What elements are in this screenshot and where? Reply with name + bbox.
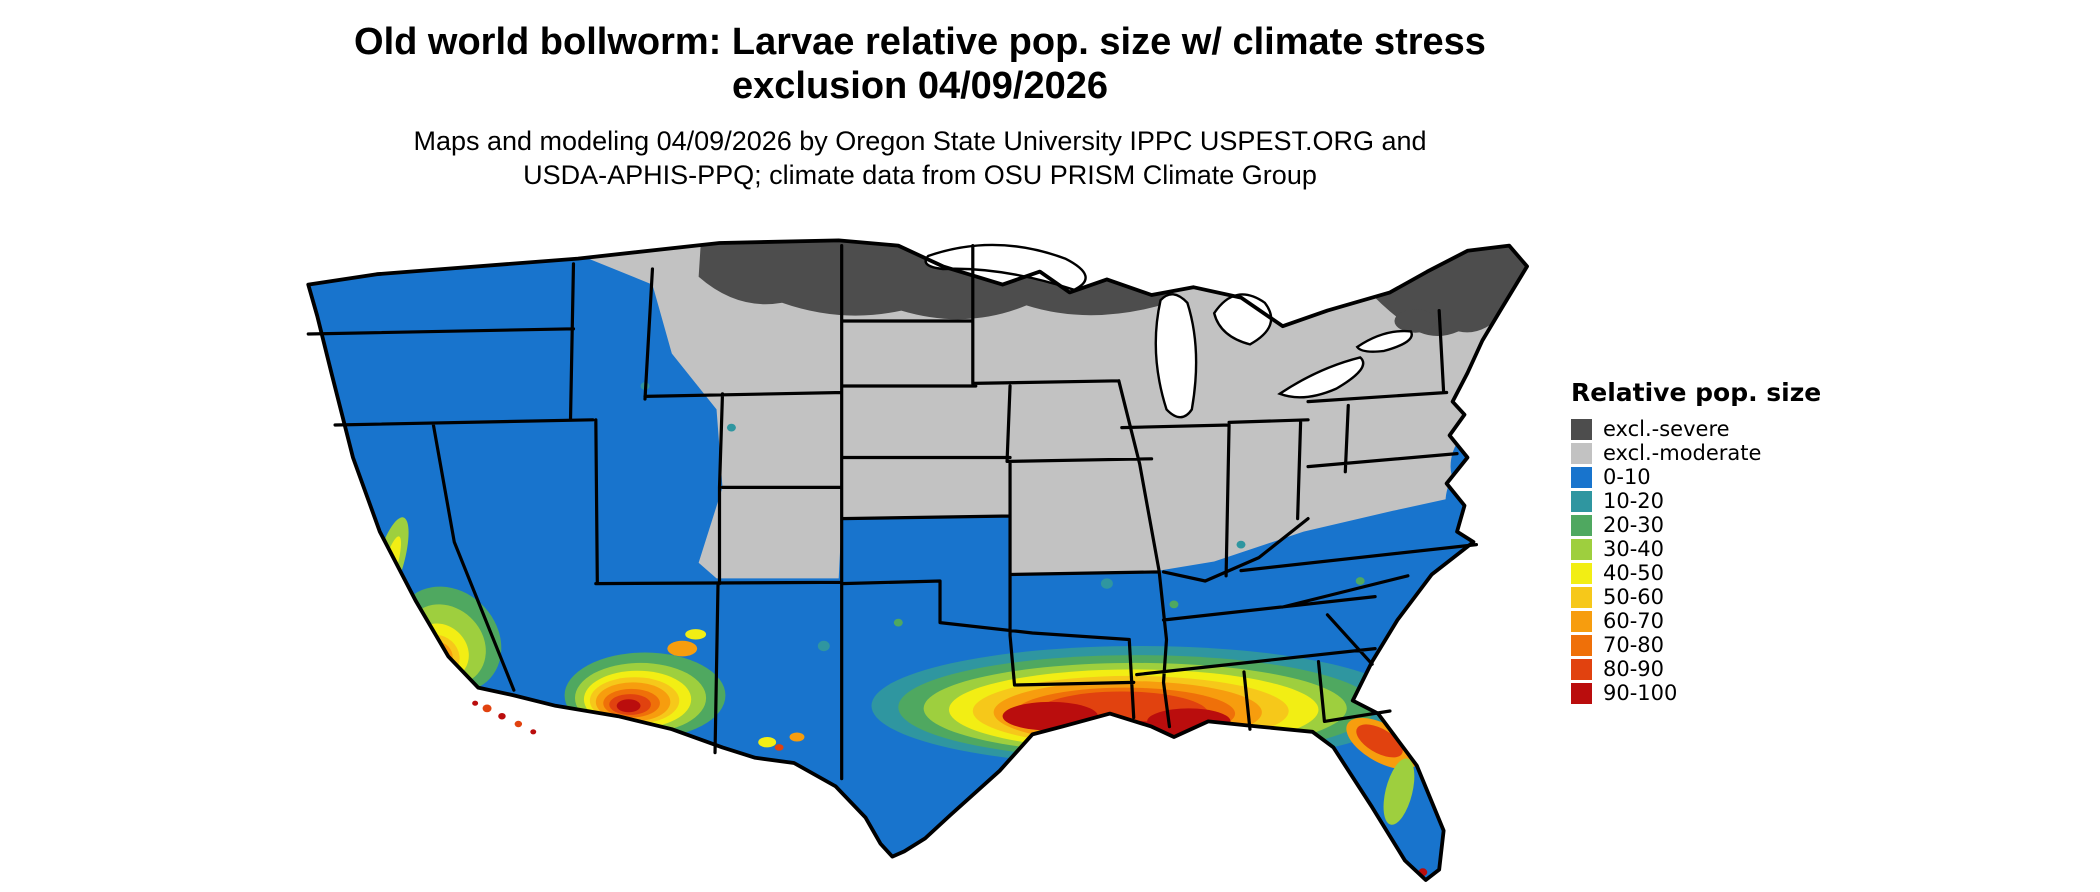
legend-item: 50-60 — [1571, 587, 1821, 608]
legend-swatch — [1571, 659, 1592, 680]
legend-swatch — [1571, 683, 1592, 704]
page-title-line2: exclusion 04/09/2026 — [731, 65, 1109, 107]
mexico-border-specks — [472, 700, 537, 735]
legend-label: 20-30 — [1603, 513, 1665, 537]
legend-label: 0-10 — [1603, 465, 1651, 489]
hotspot-florida — [1346, 717, 1436, 880]
legend-item: 20-30 — [1571, 515, 1821, 536]
legend-swatch — [1571, 443, 1592, 464]
legend-label: 30-40 — [1603, 537, 1665, 561]
legend-swatch — [1571, 539, 1592, 560]
us-outline — [308, 240, 1527, 880]
legend-item: 60-70 — [1571, 611, 1821, 632]
legend-swatch — [1571, 515, 1592, 536]
legend-swatch — [1571, 563, 1592, 584]
figure-header: Old world bollworm: Larvae relative pop.… — [0, 20, 1840, 192]
legend-swatch — [1571, 491, 1592, 512]
state-borders — [308, 246, 1476, 779]
legend-label: excl.-moderate — [1603, 441, 1762, 465]
legend-title: Relative pop. size — [1571, 378, 1822, 407]
legend-swatch — [1571, 611, 1592, 632]
legend-swatch — [1571, 419, 1592, 440]
lake-erie-icon — [1280, 357, 1363, 397]
region-excl-severe-adirondacks — [1394, 309, 1437, 333]
legend-label: excl.-severe — [1603, 417, 1730, 441]
legend-item: 30-40 — [1571, 539, 1821, 560]
legend-item: 10-20 — [1571, 491, 1821, 512]
legend-label: 90-100 — [1603, 681, 1678, 705]
legend-swatch — [1571, 467, 1592, 488]
legend: Relative pop. size excl.-severe excl.-mo… — [1571, 378, 1821, 707]
hotspot-gulf — [871, 646, 1408, 766]
legend-item: excl.-severe — [1571, 419, 1821, 440]
legend-item: 90-100 — [1571, 683, 1821, 704]
legend-item: 70-80 — [1571, 635, 1821, 656]
subtitle-line2: USDA-APHIS-PPQ; climate data from OSU PR… — [523, 160, 1317, 190]
lake-michigan-icon — [1156, 294, 1196, 417]
legend-item: 40-50 — [1571, 563, 1821, 584]
figure-subtitle: Maps and modeling 04/09/2026 by Oregon S… — [0, 124, 1840, 192]
legend-item: 0-10 — [1571, 467, 1821, 488]
hotspot-arizona — [564, 629, 805, 751]
subtitle-line1: Maps and modeling 04/09/2026 by Oregon S… — [413, 126, 1427, 156]
legend-item: excl.-moderate — [1571, 443, 1821, 464]
legend-label: 10-20 — [1603, 489, 1665, 513]
legend-item: 80-90 — [1571, 659, 1821, 680]
page-title-line1: Old world bollworm: Larvae relative pop.… — [354, 21, 1486, 63]
legend-swatch — [1571, 635, 1592, 656]
lake-ontario-icon — [1357, 331, 1412, 352]
map-raster-regions — [308, 240, 1528, 880]
legend-swatch — [1571, 587, 1592, 608]
legend-label: 40-50 — [1603, 561, 1665, 585]
legend-label: 50-60 — [1603, 585, 1665, 609]
legend-label: 80-90 — [1603, 657, 1665, 681]
transition-specks — [640, 382, 1365, 652]
legend-label: 60-70 — [1603, 609, 1665, 633]
legend-label: 70-80 — [1603, 633, 1665, 657]
us-choropleth-map — [198, 191, 1688, 892]
us-map-svg — [198, 191, 1688, 892]
